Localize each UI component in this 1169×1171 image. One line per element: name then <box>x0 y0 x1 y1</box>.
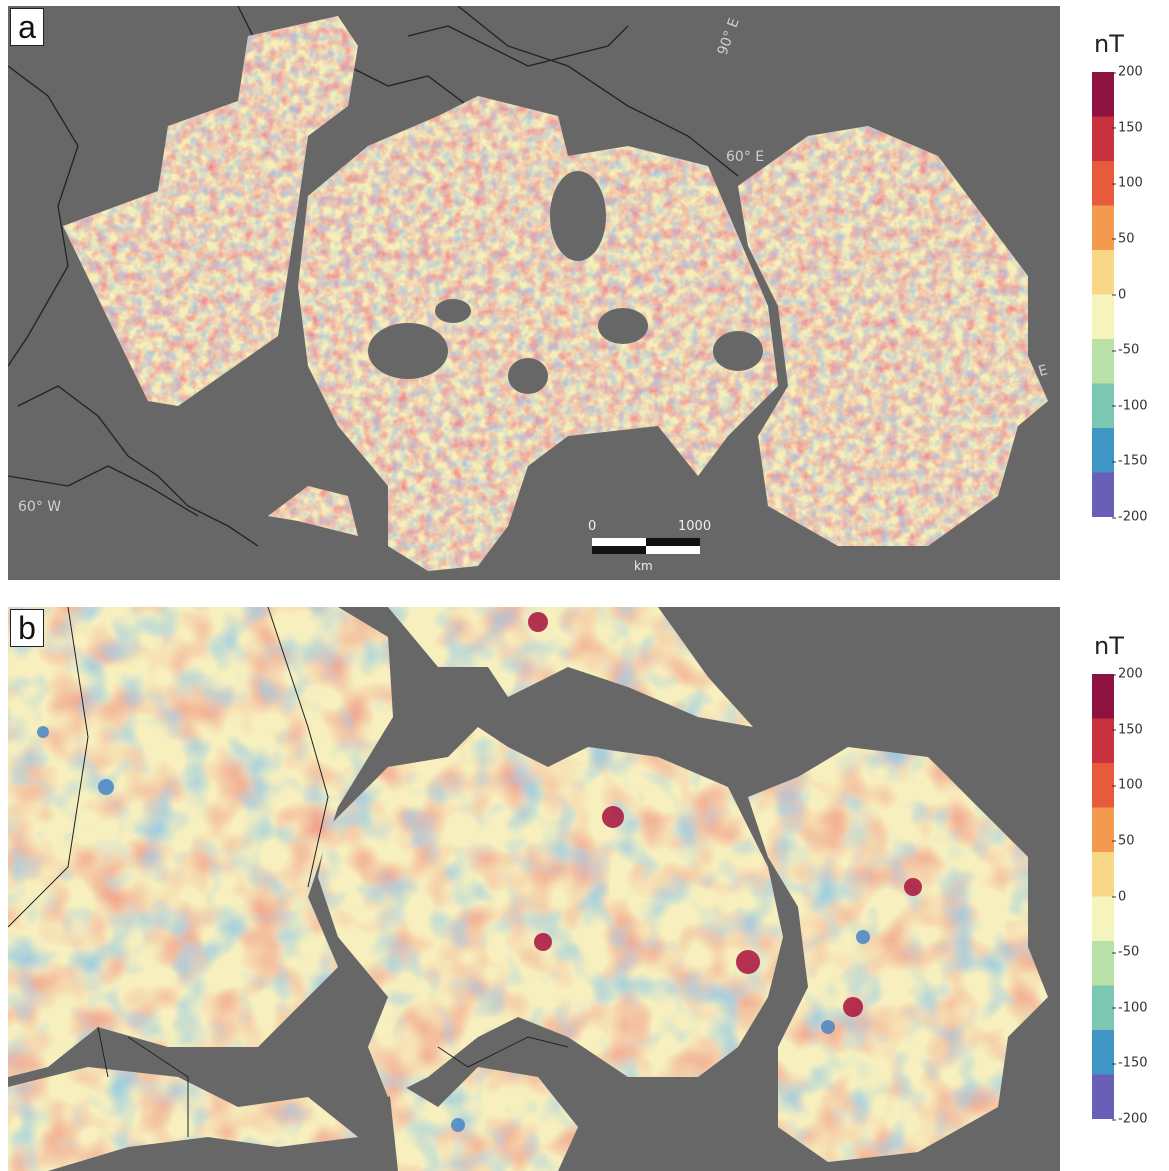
data-gaps-a <box>368 171 763 394</box>
magnetic-anomaly-field-a <box>63 16 1048 571</box>
strong-anomalies-b <box>528 612 922 1017</box>
legend-unit-a: nT <box>1094 30 1124 58</box>
colorbar-legend-a: nT 200 150 100 50 0 -50 -100 -150 -200 <box>1080 30 1166 530</box>
colorbar-legend-b: nT 200 150 100 50 0 -50 -100 -150 -200 <box>1080 632 1166 1132</box>
map-panel-a: 60° W 60° E 90° E 120° E 0 1000 km a <box>8 6 1060 580</box>
label-90e: 90° E <box>715 16 743 57</box>
scale-bar-end: 1000 <box>678 519 711 534</box>
legend-tick-label: 150 <box>1112 722 1143 738</box>
scale-bar: 0 1000 km <box>588 519 711 573</box>
legend-tick-label: -150 <box>1112 453 1148 469</box>
legend-tick-label: -50 <box>1111 342 1140 358</box>
map-panel-b: b <box>8 607 1060 1171</box>
legend-tick-label: -150 <box>1112 1055 1148 1071</box>
label-60e: 60° E <box>726 149 764 165</box>
scale-bar-unit: km <box>634 559 653 573</box>
legend-tick-label: 50 <box>1112 231 1135 247</box>
legend-tick-label: 200 <box>1112 64 1143 80</box>
legend-tick-label: 0 <box>1111 287 1127 302</box>
legend-tick-label: 200 <box>1112 666 1143 682</box>
colorbar-a <box>1092 72 1114 517</box>
negative-anomalies-b <box>37 726 870 1132</box>
legend-tick-label: 100 <box>1112 777 1143 793</box>
legend-tick-label: -100 <box>1112 1000 1148 1016</box>
legend-tick-label: 50 <box>1112 833 1135 849</box>
map-svg-a: 60° W 60° E 90° E 120° E 0 1000 km <box>8 6 1049 573</box>
magnetic-anomaly-field-b <box>8 607 1048 1171</box>
legend-tick-label: -200 <box>1112 509 1148 525</box>
legend-tick-label: -50 <box>1111 944 1140 960</box>
legend-unit-b: nT <box>1094 632 1124 660</box>
legend-tick-label: -200 <box>1112 1111 1148 1127</box>
label-60w: 60° W <box>18 499 61 515</box>
panel-label-a: a <box>10 8 44 46</box>
legend-tick-label: 0 <box>1111 889 1127 904</box>
legend-tick-label: 150 <box>1112 120 1143 136</box>
boundary-lines-b <box>8 607 569 1137</box>
panel-label-b: b <box>10 609 44 647</box>
legend-tick-label: 100 <box>1112 175 1143 191</box>
colorbar-b <box>1092 674 1114 1119</box>
legend-tick-label: -100 <box>1112 398 1148 414</box>
map-svg-b <box>8 607 1048 1171</box>
scale-bar-start: 0 <box>588 519 596 534</box>
